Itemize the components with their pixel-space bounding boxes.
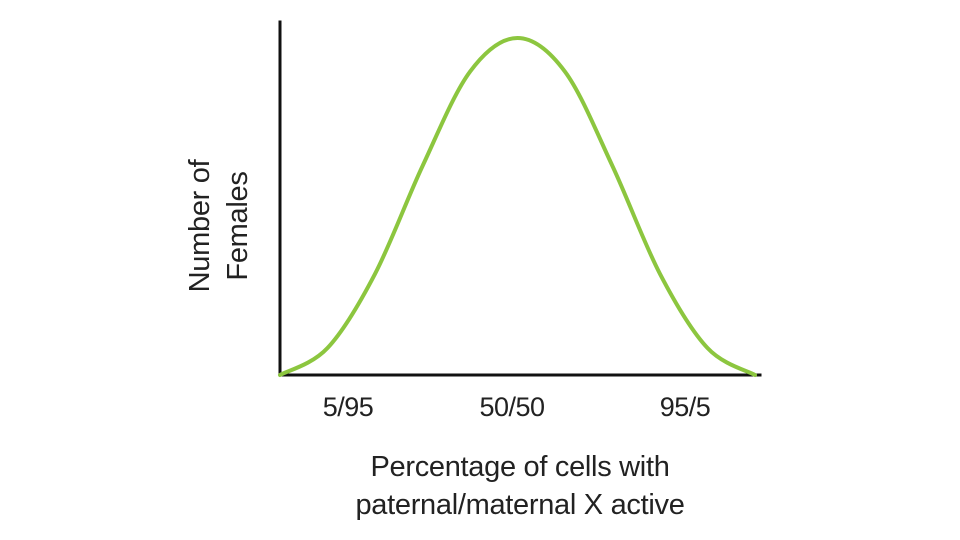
x-axis-title-line-2: paternal/maternal X active bbox=[355, 489, 685, 521]
x-axis-title: Percentage of cells with paternal/matern… bbox=[355, 448, 684, 524]
x-tick-label: 5/95 bbox=[322, 392, 374, 422]
y-axis-title-line-2: Females bbox=[222, 171, 254, 281]
y-axis-title-line-1: Number of bbox=[184, 159, 216, 293]
y-axis-title: Number of Females bbox=[181, 160, 257, 293]
x-axis-title-line-1: Percentage of cells with bbox=[370, 451, 670, 483]
x-tick-label: 95/5 bbox=[659, 392, 711, 422]
distribution-curve bbox=[278, 35, 757, 377]
x-tick-label: 50/50 bbox=[479, 392, 545, 422]
